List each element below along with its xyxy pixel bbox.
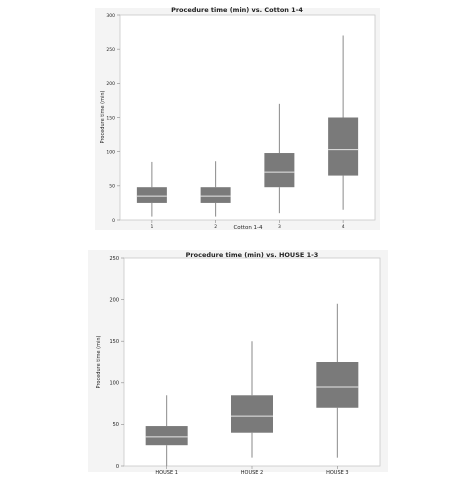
c2-ytick-label: 150 (109, 339, 119, 345)
chart-house-title: Procedure time (min) vs. HOUSE 1-3 (186, 251, 319, 259)
chart-cotton: Procedure time (min) vs. Cotton 1-4 Proc… (95, 6, 380, 231)
c1-box (328, 117, 359, 176)
c2-xtick-label: HOUSE 3 (326, 470, 348, 474)
chart-house-ylabel: Procedure time (min) (96, 335, 102, 388)
c1-xtick-label: 3 (278, 224, 281, 230)
c1-box (136, 187, 167, 203)
c1-ytick-label: 300 (106, 13, 115, 19)
c1-ytick-label: 0 (112, 218, 115, 224)
chart-house-x-axis: HOUSE 1 HOUSE 2 HOUSE 3 (155, 466, 349, 476)
c2-ytick-label: 100 (109, 381, 119, 387)
c1-xtick-label: 2 (214, 224, 217, 230)
c1-box (264, 153, 295, 188)
c1-xtick-label: 4 (342, 224, 345, 230)
c1-ytick-label: 50 (109, 184, 115, 190)
c1-ytick-label: 100 (106, 149, 115, 155)
c2-xtick-label: HOUSE 1 (155, 470, 177, 474)
c2-box (145, 426, 188, 446)
chart-house-y-axis: 0 50 100 150 200 250 (109, 256, 124, 470)
c2-ytick-label: 0 (116, 464, 119, 470)
c1-box (200, 187, 231, 203)
c2-ytick-label: 50 (113, 422, 119, 428)
c1-ytick-label: 150 (106, 115, 115, 121)
chart-house: Procedure time (min) vs. HOUSE 1-3 Proce… (88, 250, 388, 476)
c1-xtick-label: 1 (150, 224, 153, 230)
chart-cotton-xlabel: Cotton 1-4 (233, 225, 263, 231)
c2-box (316, 362, 359, 408)
chart-house-boxes (145, 303, 359, 466)
c1-ytick-label: 250 (106, 47, 115, 53)
c1-ytick-label: 200 (106, 81, 115, 87)
chart-cotton-ylabel: Procedure time (min) (100, 90, 106, 143)
chart-cotton-x-axis: 1 2 3 4 (150, 220, 345, 230)
c2-ytick-label: 250 (109, 256, 119, 262)
chart-cotton-title: Procedure time (min) vs. Cotton 1-4 (171, 6, 303, 14)
c2-ytick-label: 200 (109, 297, 119, 303)
c2-box (231, 395, 273, 433)
chart-cotton-boxes (136, 35, 359, 217)
c2-xtick-label: HOUSE 2 (241, 470, 263, 474)
chart-cotton-y-axis: 0 50 100 150 200 250 300 (106, 13, 120, 224)
